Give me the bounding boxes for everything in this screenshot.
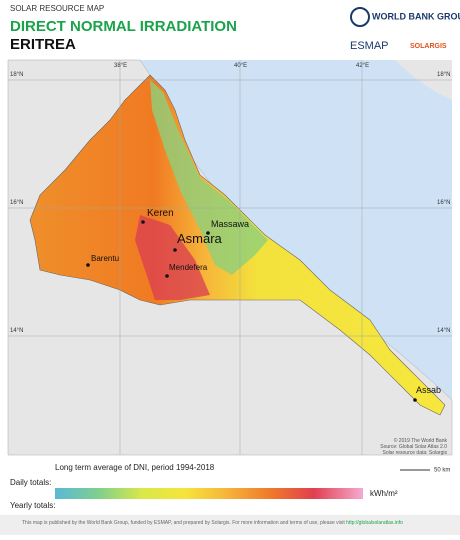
coastal-zone [150,80,268,275]
scale-label: 50 km [434,468,450,474]
legend-title: Long term average of DNI, period 1994-20… [55,463,215,472]
footer-text: This map is published by the World Bank … [22,520,403,526]
city-dot [86,263,90,267]
city-label: Massawa [211,219,249,229]
lon-label: 42°E [356,63,369,69]
credit: Source: Global Solar Atlas 2.0 [380,444,447,450]
subtitle: SOLAR RESOURCE MAP [10,4,104,13]
footer-bg [0,515,460,535]
city-dot [413,398,417,402]
city-dot [165,274,169,278]
footer-body: This map is published by the World Bank … [22,520,346,526]
city-label: Keren [147,208,174,219]
city-label: Asmara [177,231,223,246]
city-label: Assab [416,385,441,395]
lat-label: 14°N [437,328,450,334]
lat-label: 18°N [10,72,23,78]
city-dot [141,220,145,224]
lat-label: 18°N [437,72,450,78]
city-label: Barentu [91,254,119,263]
footer-link[interactable]: http://globalsolaratlas.info [346,520,403,526]
lon-label: 38°E [114,63,127,69]
country: ERITREA [10,36,76,53]
city-dot [206,231,210,235]
solargis-logo: SOLARGIS [410,43,447,50]
lat-label: 14°N [10,328,23,334]
highlands [135,215,210,300]
wb-logo: WORLD BANK GROUP [372,11,460,21]
legend-unit: kWh/m² [370,489,398,498]
legend-bar [55,488,363,499]
esmap-logo: ESMAP [350,40,389,52]
city-dot [173,248,177,252]
city-label: Mendefera [169,263,208,272]
graticule [8,60,452,455]
lat-label: 16°N [437,200,450,206]
title: DIRECT NORMAL IRRADIATION [10,18,237,35]
lat-label: 16°N [10,200,23,206]
wb-logo-icon [350,7,370,27]
credit: © 2019 The World Bank [394,437,448,444]
credit: Solar resource data: Solargis [383,450,448,456]
daily-label: Daily totals: [10,478,51,487]
lon-label: 40°E [234,63,247,69]
yearly-label: Yearly totals: [10,501,56,510]
